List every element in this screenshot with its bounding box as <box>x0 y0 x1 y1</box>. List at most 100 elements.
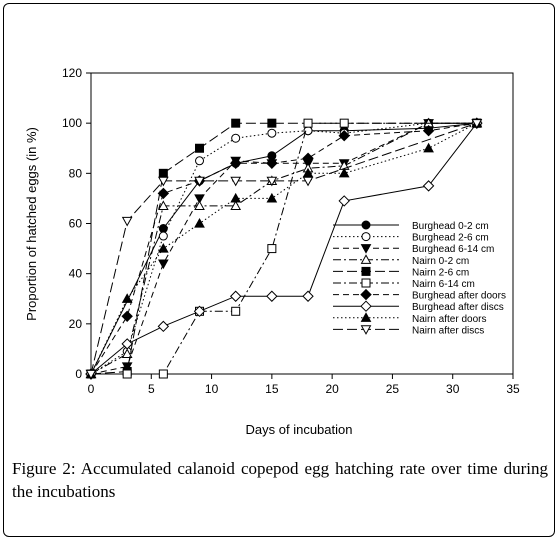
legend-label: Burghead 0-2 cm <box>412 221 489 232</box>
y-tick-label: 0 <box>75 367 82 381</box>
x-tick-label: 0 <box>88 382 95 396</box>
data-point <box>230 200 242 211</box>
data-point <box>266 157 278 170</box>
legend-marker <box>360 288 372 301</box>
data-point <box>158 168 168 178</box>
legend-marker <box>360 325 372 335</box>
x-tick-label: 30 <box>446 382 460 396</box>
x-tick-label: 35 <box>506 382 520 396</box>
data-point <box>195 143 205 153</box>
legend-marker <box>361 220 371 230</box>
data-point <box>267 128 277 138</box>
legend-marker <box>361 278 371 288</box>
caption-label: Figure 2: <box>12 459 76 478</box>
data-point <box>157 259 169 270</box>
legend-label: Nairn after doors <box>412 314 486 325</box>
series-line <box>90 122 477 375</box>
data-point <box>231 306 241 316</box>
x-axis-label: Days of incubation <box>246 422 353 437</box>
series-line <box>90 122 477 375</box>
data-point <box>267 118 277 128</box>
data-point <box>422 124 435 137</box>
y-tick-label: 60 <box>69 217 83 231</box>
legend-entry: Burghead 6-14 cm <box>333 244 494 255</box>
data-point <box>229 157 242 170</box>
data-point <box>231 133 241 143</box>
data-point <box>122 369 132 379</box>
data-point <box>121 362 133 373</box>
data-point <box>230 176 242 187</box>
legend-entry: Nairn after doors <box>333 312 486 325</box>
legend-label: Nairn 6-14 cm <box>412 279 475 290</box>
series-10 <box>85 119 483 380</box>
data-point <box>302 176 314 187</box>
data-point <box>158 231 168 241</box>
data-point <box>231 118 241 128</box>
data-point <box>194 176 205 187</box>
caption-text: Accumulated calanoid copepod egg hatchin… <box>12 459 548 501</box>
x-tick-label: 25 <box>386 382 400 396</box>
data-point <box>339 118 349 128</box>
series-line <box>90 122 477 375</box>
y-tick-label: 120 <box>62 66 82 80</box>
data-point <box>158 224 168 234</box>
data-point <box>157 243 169 253</box>
legend-entry: Burghead 2-6 cm <box>333 232 489 244</box>
y-tick-label: 40 <box>69 267 83 281</box>
data-point <box>423 142 434 153</box>
data-point <box>158 369 168 379</box>
legend-marker <box>360 300 372 312</box>
x-tick-label: 15 <box>265 382 279 396</box>
data-point <box>266 290 278 302</box>
data-point <box>266 176 278 187</box>
data-point <box>471 119 483 129</box>
x-tick-label: 10 <box>205 382 219 396</box>
y-tick-label: 20 <box>69 317 83 331</box>
legend-label: Burghead after doors <box>412 291 506 302</box>
figure-frame <box>3 3 555 537</box>
data-point <box>121 338 133 350</box>
data-point <box>422 180 435 192</box>
legend-marker <box>360 254 372 264</box>
data-point <box>157 320 170 333</box>
data-point <box>194 200 205 211</box>
legend-label: Burghead 2-6 cm <box>412 233 489 244</box>
y-tick-label: 80 <box>69 166 83 180</box>
legend-label: Nairn 0-2 cm <box>412 256 469 267</box>
data-point <box>266 192 278 203</box>
figure-caption: Figure 2: Accumulated calanoid copepod e… <box>12 457 548 503</box>
series-layer <box>85 117 483 380</box>
data-point <box>194 194 205 204</box>
legend-entry: Nairn 2-6 cm <box>333 266 469 278</box>
data-point <box>157 176 169 187</box>
y-tick-label: 100 <box>62 116 82 130</box>
data-point <box>85 369 97 380</box>
data-point <box>338 167 350 178</box>
series-line <box>90 122 478 375</box>
data-point <box>194 217 205 228</box>
legend-entry: Burghead after discs <box>333 300 504 313</box>
data-point <box>303 118 313 128</box>
data-point <box>302 152 314 164</box>
legend-marker <box>361 232 371 242</box>
series-line <box>90 122 477 375</box>
data-point <box>267 244 277 254</box>
legend-entry: Burghead 0-2 cm <box>333 220 489 232</box>
y-axis-label: Proportion of hatched eggs (in %) <box>24 127 39 321</box>
data-point <box>121 293 133 303</box>
data-point <box>338 130 350 142</box>
data-point <box>338 195 350 207</box>
data-point <box>121 216 133 227</box>
chart: 0 5 10 15 20 25 30 35 0 20 40 60 80 100 120 Burghead 0… <box>24 66 520 437</box>
legend-entry: Nairn 6-14 cm <box>333 278 475 290</box>
data-point <box>121 348 133 359</box>
data-point <box>121 310 133 323</box>
data-point <box>193 305 206 317</box>
data-point <box>229 290 242 302</box>
axes: 0 5 10 15 20 25 30 35 0 20 40 60 80 100 120 <box>62 66 520 396</box>
data-point <box>157 187 170 200</box>
data-point <box>302 290 314 302</box>
legend-marker <box>361 266 371 276</box>
x-tick-label: 20 <box>325 382 339 396</box>
